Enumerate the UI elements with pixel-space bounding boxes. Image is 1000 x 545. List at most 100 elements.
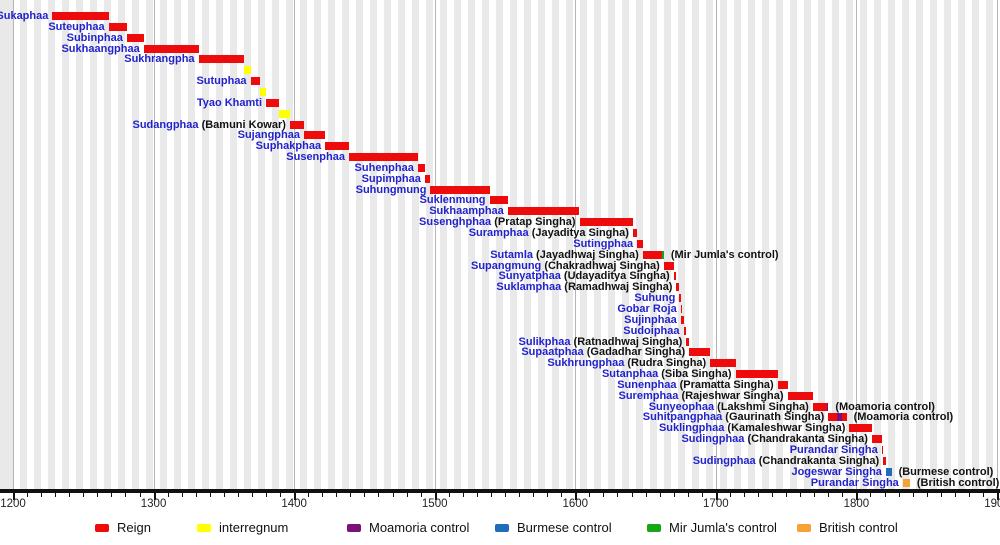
- axis-tick: [125, 493, 127, 497]
- axis-tick: [631, 493, 633, 497]
- king-name: Suphakphaa: [255, 140, 322, 153]
- king-label: Sulikphaa (Ratnadhwaj Singha): [519, 336, 683, 348]
- axis-tick: [434, 493, 437, 500]
- axis-tick: [940, 493, 942, 497]
- king-label: Sukhrungphaa (Rudra Singha): [547, 357, 706, 369]
- axis-tick: [13, 493, 15, 500]
- king-name: Tyao Khamti: [196, 96, 263, 109]
- king-label: Sukhaamphaa: [429, 205, 504, 217]
- reign-bar: [849, 424, 872, 433]
- king-name: Susenghphaa: [419, 216, 492, 229]
- king-label: Sutamla (Jayadhwaj Singha): [490, 249, 639, 261]
- axis-tick: [870, 493, 872, 497]
- axis-tick: [589, 493, 591, 497]
- king-label: Supaatphaa (Gadadhar Singha): [521, 346, 685, 358]
- king-name: Sukaphaa: [0, 10, 49, 22]
- axis-tick: [898, 493, 900, 497]
- king-name: Sukhrangpha: [124, 53, 195, 66]
- axis-tick-label: 1900: [984, 498, 1000, 510]
- century-gridline: [575, 0, 577, 489]
- axis-tick: [223, 493, 225, 497]
- reign-bar: [680, 315, 684, 324]
- reign-bar: [777, 380, 788, 389]
- axis-tick: [547, 493, 549, 497]
- axis-tick: [167, 493, 169, 497]
- king-paren: (Ramadhwaj Singha): [561, 281, 673, 294]
- king-label: Sunenphaa (Pramatta Singha): [617, 379, 773, 391]
- reign-bar: [881, 446, 884, 454]
- axis-tick: [294, 493, 297, 500]
- king-label: Jogeswar Singha: [791, 466, 881, 478]
- axis-tick: [786, 493, 788, 497]
- king-label: Supangmung (Chakradhwaj Singha): [471, 260, 660, 272]
- king-name: Suhenphaa: [354, 161, 414, 174]
- axis-tick: [968, 493, 970, 497]
- axis-tick: [476, 493, 478, 497]
- legend-swatch-mirjumla: [647, 523, 661, 532]
- king-name: Suklamphaa: [496, 281, 562, 294]
- axis-tick: [617, 493, 619, 497]
- king-paren: (Jayaditya Singha): [528, 227, 629, 239]
- king-name: Sujinphaa: [624, 313, 677, 326]
- king-paren: (Ratnadhwaj Singha): [570, 335, 683, 348]
- reign-bar: [424, 174, 431, 183]
- king-name: Sutingphaa: [573, 237, 634, 250]
- axis-tick: [519, 493, 521, 497]
- axis-tick: [954, 493, 956, 497]
- axis-tick: [237, 493, 239, 497]
- reign-bar: [676, 283, 680, 292]
- king-name: Supaatphaa: [521, 346, 584, 359]
- legend-item: Burmese control: [495, 520, 612, 535]
- axis-tick: [280, 493, 282, 497]
- king-name: Purandar Singha: [789, 444, 878, 456]
- king-name: Jogeswar Singha: [791, 465, 882, 478]
- axis-tick: [209, 493, 211, 497]
- reign-bar: [507, 207, 580, 216]
- legend-label: Reign: [117, 520, 151, 535]
- king-paren: (Gadadhar Singha): [583, 346, 686, 359]
- king-name: Sudingphaa: [692, 454, 756, 467]
- legend-label: Moamoria control: [369, 520, 470, 535]
- reign-bar: [679, 294, 681, 303]
- reign-bar: [686, 337, 690, 346]
- king-name: Sudangphaa: [132, 118, 199, 131]
- king-name: Suhung: [634, 292, 676, 305]
- king-label: Suhenphaa: [355, 162, 414, 174]
- axis-tick: [828, 493, 830, 497]
- reign-bar: [430, 185, 490, 194]
- legend-swatch-burmese: [495, 523, 509, 532]
- king-name: Sutamla: [490, 248, 533, 261]
- king-paren: (Lakshmi Singha): [714, 400, 809, 413]
- axis-tick: [69, 493, 71, 497]
- reign-bar: [108, 22, 127, 31]
- interregnum-bar: [278, 109, 290, 118]
- century-gridline: [13, 0, 14, 489]
- reign-bar: [812, 402, 827, 411]
- axis-tick: [842, 493, 844, 497]
- legend-label: interregnum: [219, 520, 289, 535]
- king-name: Susenphaa: [286, 151, 345, 164]
- king-name: Suhungmung: [355, 183, 427, 196]
- axis-tick: [687, 493, 689, 497]
- axis-tick: [378, 493, 380, 497]
- axis-tick: [420, 493, 422, 497]
- reign-bar: [250, 77, 261, 86]
- moamoria-bar: [836, 413, 843, 422]
- king-name: Sudingphaa: [681, 433, 745, 446]
- king-label: Gobar Roja: [617, 303, 676, 315]
- axis-tick: [392, 493, 394, 497]
- axis-tick-label: 1400: [281, 498, 307, 510]
- axis-tick: [406, 493, 408, 497]
- king-label: Suteuphaa: [48, 21, 104, 33]
- mirjumla-bar: [662, 250, 664, 259]
- axis-tick: [364, 493, 366, 497]
- legend-item: British control: [797, 520, 898, 535]
- king-paren: (Pratap Singha): [491, 216, 576, 229]
- king-label: Suphakphaa: [256, 140, 321, 152]
- reign-bar: [417, 163, 425, 172]
- king-paren: (Chakradhwaj Singha): [541, 259, 660, 272]
- axis-tick: [139, 493, 141, 497]
- king-name: Sutanphaa: [601, 368, 659, 381]
- control-note: (Mir Jumla's control): [670, 248, 779, 261]
